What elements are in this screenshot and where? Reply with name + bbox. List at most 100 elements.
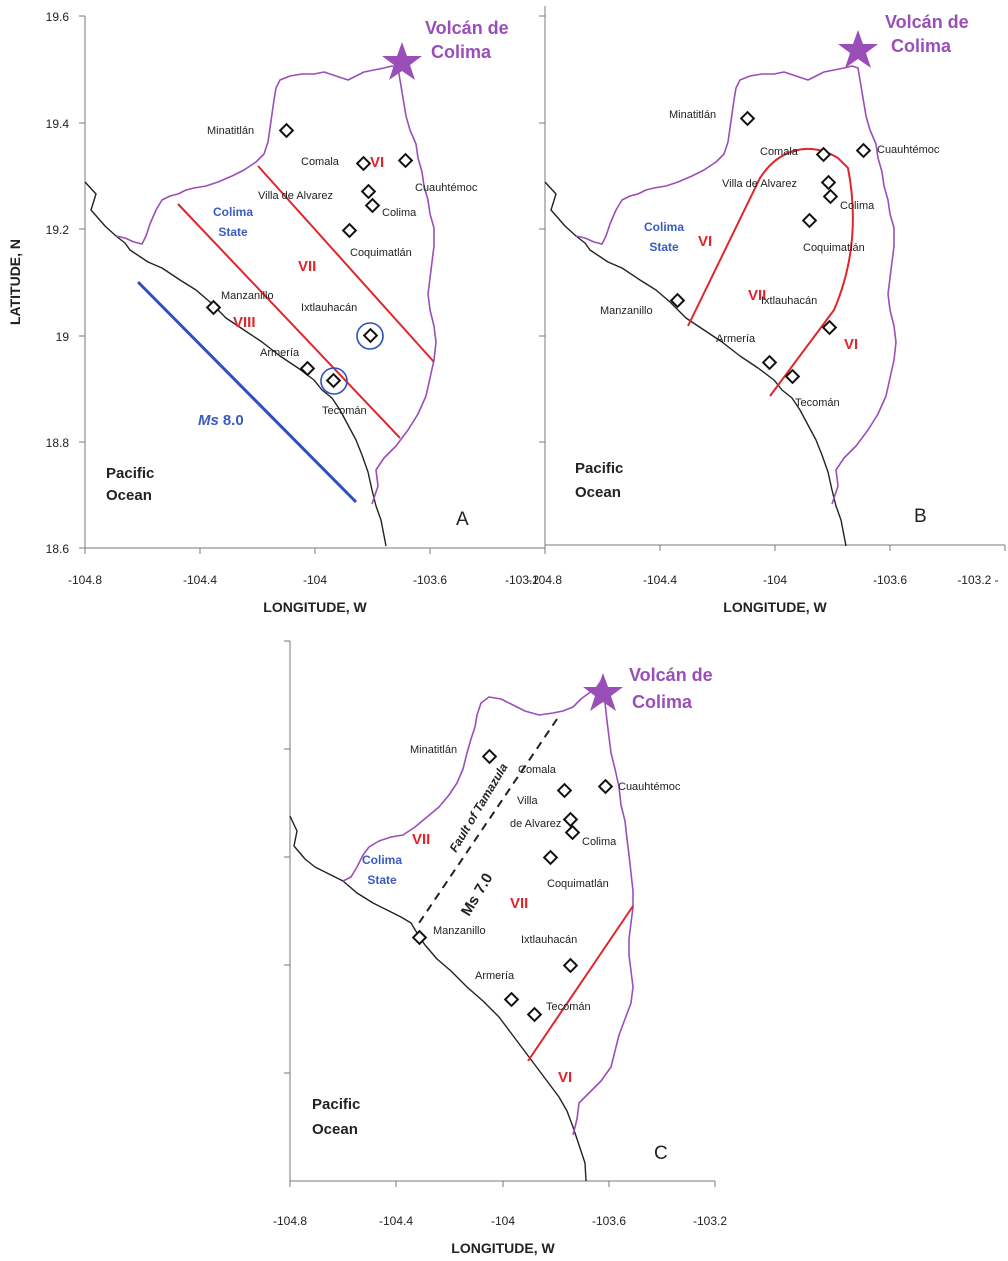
city-marker-icon <box>299 360 316 377</box>
city-label: Coquimatlán <box>803 242 865 254</box>
x-tick-label: -104 <box>303 573 327 587</box>
y-tick-label: 19.2 <box>46 223 70 237</box>
city-label: Comala <box>301 156 340 168</box>
city-label: Ixtlauhacán <box>301 302 357 314</box>
panel-c-x-ticks <box>289 1181 716 1187</box>
x-tick-label: -103.6 <box>873 573 907 587</box>
city-label: Colima <box>840 200 875 212</box>
city-label: Armería <box>716 333 756 345</box>
intensity-zone-label: VII <box>298 258 316 275</box>
volcano-label: Colima <box>891 36 952 56</box>
city-marker-icon <box>855 142 872 159</box>
ocean-label: Pacific <box>106 465 154 482</box>
x-tick-label: -104 <box>491 1214 515 1228</box>
state-label: Colima <box>213 205 253 219</box>
x-tick-label: -104 <box>763 573 787 587</box>
x-tick-label: -104.4 <box>643 573 677 587</box>
city-label: Cuauhtémoc <box>877 144 940 156</box>
panel-letter: B <box>914 506 927 527</box>
volcano-label: Colima <box>632 692 693 712</box>
panel-b-y-ticks <box>539 15 545 443</box>
x-tick-label: -103.2 <box>693 1214 727 1228</box>
city-marker-icon <box>562 811 579 828</box>
city-label: Tecomán <box>795 397 840 409</box>
city-label: Ixtlauhacán <box>761 295 817 307</box>
y-tick-label: 19 <box>56 330 70 344</box>
city-label: Minatitlán <box>669 109 716 121</box>
y-tick-label: 19.4 <box>46 117 70 131</box>
x-tick-label: -104.4 <box>379 1214 413 1228</box>
ocean-label: Pacific <box>312 1096 360 1113</box>
city-marker-icon <box>815 146 832 163</box>
city-marker-icon <box>362 327 379 344</box>
intensity-zone-label: VI <box>558 1069 572 1086</box>
city-marker-icon <box>355 155 372 172</box>
volcano-star-icon <box>583 673 623 711</box>
city-label: Manzanillo <box>221 290 274 302</box>
intensity-zone-label: VII <box>510 895 528 912</box>
highlight-ring <box>356 322 384 350</box>
ocean-label: Ocean <box>312 1121 358 1138</box>
x-tick-label: -103.2 <box>505 573 539 587</box>
city-marker-icon <box>739 110 756 127</box>
city-label: Ixtlauhacán <box>521 934 577 946</box>
city-marker-icon <box>360 183 377 200</box>
city-marker-icon <box>562 957 579 974</box>
x-axis-title: LONGITUDE, W <box>723 599 827 615</box>
city-marker-icon <box>784 368 801 385</box>
intensity-boundary-line <box>687 148 854 397</box>
city-marker-icon <box>822 188 839 205</box>
city-marker-icon <box>542 849 559 866</box>
panel-c-y-ticks <box>284 640 290 1074</box>
volcano-label: Colima <box>431 42 492 62</box>
panel-letter: C <box>654 1143 668 1164</box>
city-label: Villa de Alvarez <box>258 190 333 202</box>
magnitude-label: Ms7.0 <box>458 870 497 919</box>
x-tick-label: -104.8 <box>68 573 102 587</box>
city-marker-icon <box>821 319 838 336</box>
state-border <box>575 65 897 505</box>
city-marker-icon <box>481 748 498 765</box>
panel-b: -104.8 -104.4 -104 -103.6 -103.2 - LONGI… <box>528 6 1006 615</box>
city-label: Colima <box>582 836 617 848</box>
city-marker-icon <box>761 354 778 371</box>
city-label: Cuauhtémoc <box>618 781 681 793</box>
intensity-boundary-line <box>527 905 634 1062</box>
intensity-zone-label: VI <box>698 233 712 250</box>
panel-a: 19.6 19.4 19.2 19 18.8 18.6 -104.8 -104.… <box>7 10 546 615</box>
coastline <box>289 815 587 1182</box>
city-label: Minatitlán <box>410 744 457 756</box>
city-marker-icon <box>801 212 818 229</box>
ocean-label: Pacific <box>575 460 623 477</box>
x-tick-label: -104.4 <box>183 573 217 587</box>
city-label: Villa de Alvarez <box>722 178 797 190</box>
city-marker-icon <box>526 1006 543 1023</box>
panel-a-x-ticks <box>84 548 546 554</box>
y-tick-label: 18.6 <box>46 542 70 556</box>
city-label: Tecomán <box>546 1001 591 1013</box>
city-label: Cuauhtémoc <box>415 182 478 194</box>
volcano-star-icon <box>382 42 422 80</box>
city-label: Comala <box>760 146 799 158</box>
city-label: Minatitlán <box>207 125 254 137</box>
y-axis-title: LATITUDE, N <box>7 239 23 325</box>
ocean-label: Ocean <box>106 487 152 504</box>
city-marker-icon <box>556 782 573 799</box>
city-marker-icon <box>597 778 614 795</box>
y-tick-label: 18.8 <box>46 436 70 450</box>
city-label: Manzanillo <box>433 925 486 937</box>
city-label: Colima <box>382 207 417 219</box>
city-label: Villa <box>517 795 538 807</box>
city-marker-icon <box>820 174 837 191</box>
fault-label: Fault of Tamazula <box>447 761 511 855</box>
intensity-boundary-line <box>177 203 401 439</box>
city-marker-icon <box>503 991 520 1008</box>
city-marker-icon <box>325 372 342 389</box>
panel-b-x-ticks <box>544 545 1006 551</box>
intensity-zone-label: VIII <box>233 314 256 331</box>
intensity-zone-label: VII <box>748 287 766 304</box>
x-axis-title: LONGITUDE, W <box>263 599 367 615</box>
city-label: Coquimatlán <box>350 247 412 259</box>
city-label: Armería <box>475 970 515 982</box>
